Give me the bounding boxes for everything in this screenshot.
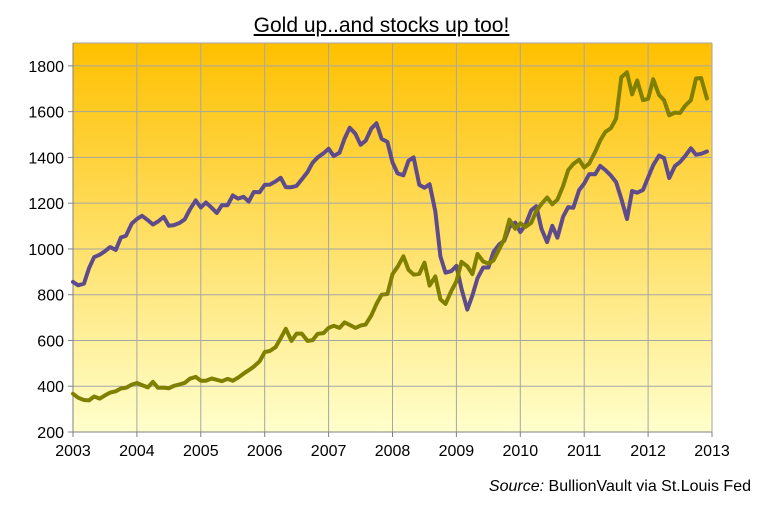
axes: [68, 43, 713, 437]
x-tick-label: 2009: [439, 443, 475, 460]
source-text: BullionVault via St.Louis Fed: [548, 478, 751, 495]
series-lines: [71, 70, 709, 403]
y-tick-label: 600: [37, 333, 64, 350]
x-tick-label: 2006: [247, 443, 283, 460]
x-tick-label: 2005: [183, 443, 219, 460]
tick-labels: 2003 2004 2005 2006 2007 2008 2009 2010 2011 2012…: [28, 59, 729, 460]
x-tick-label: 2007: [311, 443, 347, 460]
x-tick-label: 2011: [567, 443, 602, 460]
y-tick-label: 1200: [28, 196, 64, 213]
x-tick-label: 2013: [694, 443, 730, 460]
source-note: Source: BullionVault via St.Louis Fed: [489, 478, 751, 496]
y-tick-label: 400: [37, 379, 64, 396]
series-line-1: [71, 121, 709, 312]
source-label: Source:: [488, 478, 545, 495]
y-tick-label: 200: [37, 425, 64, 442]
x-tick-label: 2004: [119, 443, 155, 460]
chart-title: Gold up..and stocks up too!: [253, 14, 510, 37]
x-tick-label: 2012: [630, 443, 666, 460]
y-tick-label: 800: [37, 288, 64, 305]
x-tick-label: 2010: [503, 443, 539, 460]
y-tick-label: 1400: [28, 150, 64, 167]
y-tick-label: 1600: [28, 105, 64, 122]
x-tick-label: 2003: [55, 443, 91, 460]
x-tick-label: 2008: [375, 443, 411, 460]
y-tick-label: 1800: [28, 59, 64, 76]
series-line-2: [71, 70, 709, 403]
y-tick-label: 1000: [28, 242, 64, 259]
